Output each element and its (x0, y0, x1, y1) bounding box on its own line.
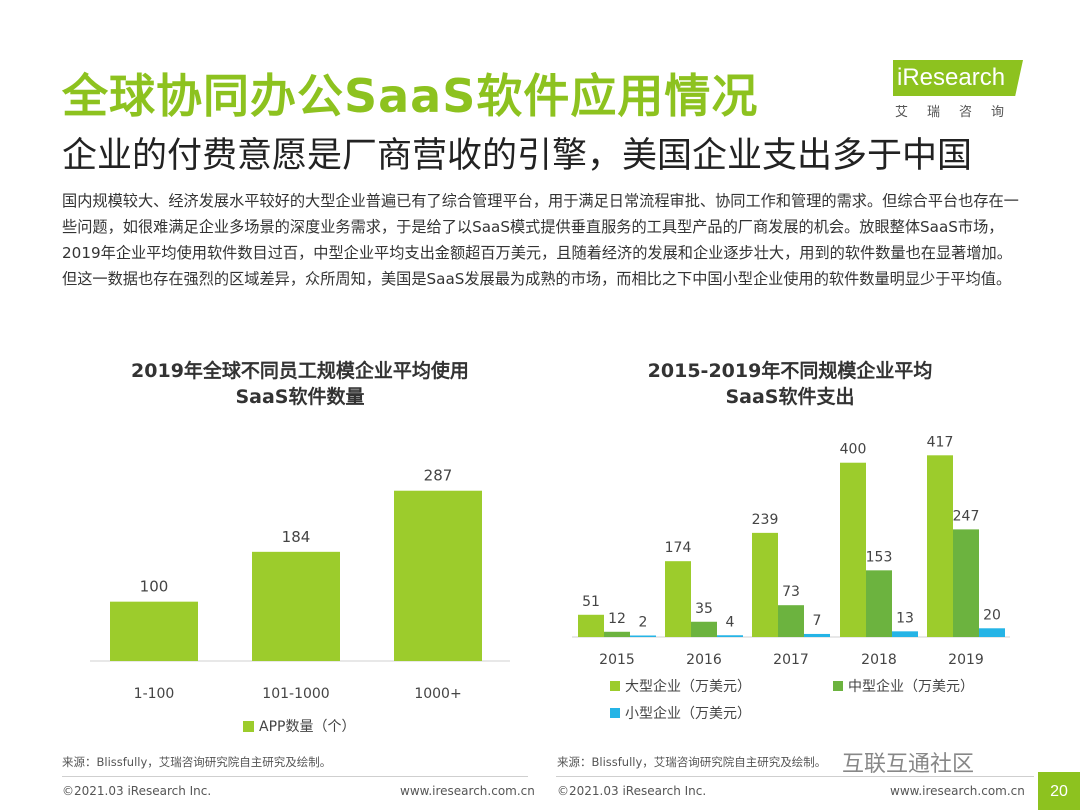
chart2-value-label: 247 (953, 508, 980, 524)
copyright-right: ©2021.03 iResearch Inc. (557, 784, 707, 798)
intro-paragraph: 国内规模较大、经济发展水平较好的大型企业普遍已有了综合管理平台，用于满足日常流程… (62, 192, 1019, 288)
chart2-value-label: 13 (896, 610, 914, 626)
chart1-bar-101-1000 (252, 551, 340, 661)
chart2-legend-swatch-medium (833, 681, 843, 691)
page-title: 全球协同办公SaaS软件应用情况 (62, 69, 759, 123)
chart2-bar-small-2017 (804, 633, 830, 637)
chart2-category-label: 2017 (773, 652, 809, 668)
footer-divider-right (556, 776, 1034, 777)
chart2-category-label: 2018 (861, 652, 897, 668)
page-subtitle: 企业的付费意愿是厂商营收的引擎，美国企业支出多于中国 (62, 136, 973, 176)
logo-text: iResearch (897, 64, 1006, 91)
chart2-category-label: 2019 (948, 652, 984, 668)
logo-chinese-name: 艾瑞咨询 (895, 105, 1024, 120)
chart2-bar-small-2018 (892, 631, 918, 637)
chart2-value-label: 12 (608, 611, 626, 627)
url-left[interactable]: www.iresearch.com.cn (400, 784, 535, 798)
chart2-bar-medium-2019 (953, 529, 979, 637)
chart2-value-label: 400 (840, 442, 867, 458)
chart2-value-label: 7 (813, 613, 822, 629)
chart2-value-label: 239 (752, 512, 779, 528)
chart2-bar-small-2019 (979, 628, 1005, 637)
source-right: 来源：Blissfully，艾瑞咨询研究院自主研究及绘制。 (557, 755, 827, 769)
chart2-value-label: 20 (983, 607, 1001, 623)
footer-divider-left (62, 776, 528, 777)
chart1-title: 2019年全球不同员工规模企业平均使用 SaaS软件数量 (90, 358, 510, 410)
chart2-bar-large-2018 (840, 462, 866, 637)
chart1-bar-1000+ (394, 490, 482, 661)
chart2-legend-swatch-large (610, 681, 620, 691)
chart1-value-label: 184 (282, 528, 311, 546)
copyright-left: ©2021.03 iResearch Inc. (62, 784, 212, 798)
chart2-legend-label-medium: 中型企业（万美元） (848, 678, 974, 695)
chart1-title-line2: SaaS软件数量 (235, 386, 365, 408)
chart2-value-label: 73 (782, 584, 800, 600)
chart2-value-label: 4 (726, 614, 735, 630)
chart2-bar-medium-2016 (691, 621, 717, 637)
chart2-bar-small-2015 (630, 635, 656, 637)
chart2-bar-large-2017 (752, 532, 778, 637)
iresearch-logo: iResearch 艾瑞咨询 (893, 60, 1023, 122)
logo-background (893, 60, 1023, 96)
chart2-value-label: 417 (927, 434, 954, 450)
url-right[interactable]: www.iresearch.com.cn (890, 784, 1025, 798)
chart1-title-line1: 2019年全球不同员工规模企业平均使用 (131, 360, 469, 382)
chart2-title: 2015-2019年不同规模企业平均 SaaS软件支出 (585, 358, 995, 410)
chart2-bar-large-2019 (927, 455, 953, 637)
chart2-bar-large-2016 (665, 561, 691, 637)
chart1-category-label: 1000+ (414, 686, 461, 702)
chart1-legend-swatch (243, 721, 254, 732)
page-number: 20 (1038, 772, 1080, 810)
source-left: 来源：Blissfully，艾瑞咨询研究院自主研究及绘制。 (62, 755, 332, 769)
chart2-bar-large-2015 (578, 614, 604, 637)
chart2-legend-label-large: 大型企业（万美元） (625, 678, 751, 695)
chart2-category-label: 2016 (686, 652, 722, 668)
chart2-value-label: 35 (695, 601, 713, 617)
chart2-bar-small-2016 (717, 635, 743, 637)
chart2-category-label: 2015 (599, 652, 635, 668)
chart2-value-label: 2 (639, 615, 648, 631)
chart1-legend-label: APP数量（个） (259, 719, 355, 735)
chart2-legend-label-small: 小型企业（万美元） (625, 705, 751, 722)
chart1-value-label: 287 (424, 467, 453, 485)
chart2-title-line1: 2015-2019年不同规模企业平均 (647, 360, 933, 382)
chart2-bar-medium-2015 (604, 631, 630, 637)
chart2-value-label: 174 (665, 540, 692, 556)
chart1-bar-1-100 (110, 601, 198, 661)
chart2-bar-medium-2017 (778, 605, 804, 637)
chart1-category-label: 101-1000 (262, 686, 329, 702)
chart2-legend-swatch-small (610, 708, 620, 718)
chart1-category-label: 1-100 (134, 686, 175, 702)
chart2-value-label: 51 (582, 594, 600, 610)
chart2-value-label: 153 (866, 549, 893, 565)
watermark-text: 互联互通社区 (842, 752, 975, 777)
chart2-title-line2: SaaS软件支出 (725, 386, 855, 408)
chart1-value-label: 100 (140, 578, 169, 596)
chart2-bar-medium-2018 (866, 570, 892, 637)
